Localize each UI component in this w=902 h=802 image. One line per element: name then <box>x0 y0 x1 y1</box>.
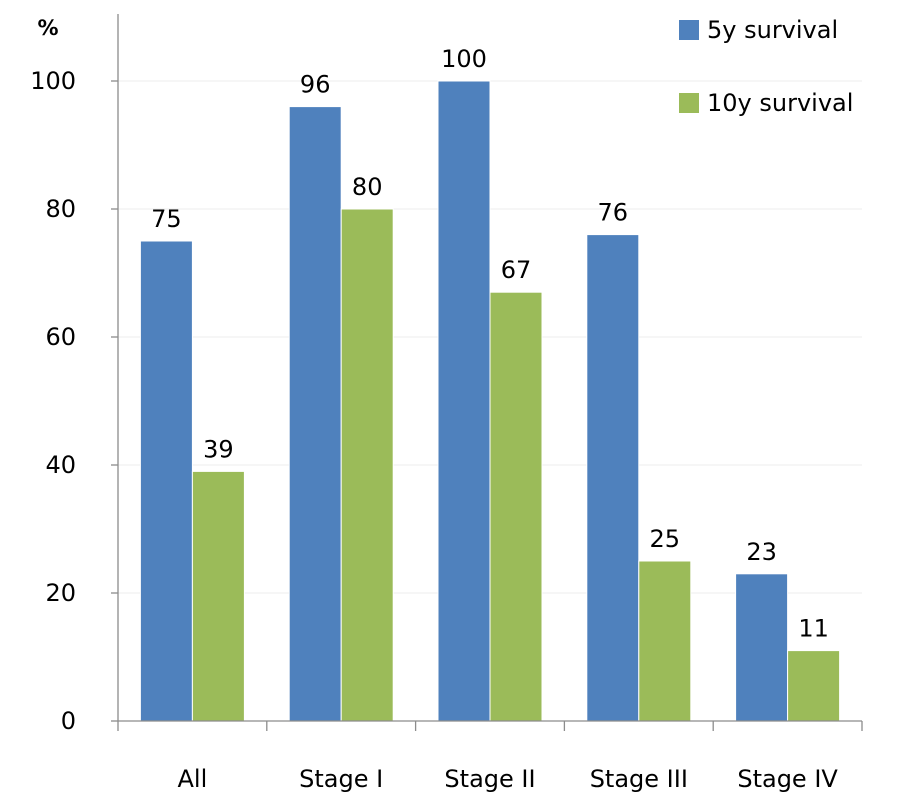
bar-5y-0 <box>139 240 193 722</box>
y-axis-label: % <box>37 16 58 40</box>
y-tick-label: 20 <box>45 579 76 607</box>
y-tick-label: 80 <box>45 195 76 223</box>
data-label: 11 <box>798 615 829 643</box>
x-tick-label: Stage III <box>590 765 688 793</box>
data-label: 100 <box>441 45 487 73</box>
y-tick-label: 100 <box>30 67 76 95</box>
legend-label-10y: 10y survival <box>707 89 853 117</box>
bar-10y-3 <box>638 560 692 722</box>
y-tick-label: 0 <box>61 707 76 735</box>
bar-5y-3 <box>586 234 640 722</box>
bar-10y-1 <box>340 208 394 722</box>
legend-swatch-5y <box>679 20 699 40</box>
bar-10y-0 <box>191 470 245 722</box>
data-label: 23 <box>746 538 777 566</box>
data-labels: 75 39 96 80 100 67 76 25 23 11 <box>151 45 829 643</box>
legend-label-5y: 5y survival <box>707 16 838 44</box>
bar-10y-4 <box>787 650 841 722</box>
data-label: 25 <box>650 525 681 553</box>
x-tick-label: All <box>178 765 208 793</box>
bars <box>139 80 841 722</box>
legend: 5y survival 10y survival <box>679 16 853 117</box>
axes: 0 20 40 60 80 100% All Stage I Stage II Stage III… <box>30 14 863 793</box>
legend-swatch-10y <box>679 93 699 113</box>
data-label: 67 <box>501 256 532 284</box>
x-tick-label: Stage II <box>444 765 535 793</box>
data-label: 39 <box>203 435 234 463</box>
y-tick-label: 60 <box>45 323 76 351</box>
x-tick-label: Stage IV <box>737 765 838 793</box>
x-tick-label: Stage I <box>299 765 383 793</box>
bar-5y-2 <box>437 80 491 722</box>
data-label: 75 <box>151 205 182 233</box>
bar-5y-1 <box>288 106 342 722</box>
bar-5y-4 <box>735 573 789 722</box>
bar-10y-2 <box>489 291 543 722</box>
y-tick-label: 40 <box>45 451 76 479</box>
data-label: 80 <box>352 173 383 201</box>
data-label: 96 <box>300 71 331 99</box>
data-label: 76 <box>598 199 629 227</box>
